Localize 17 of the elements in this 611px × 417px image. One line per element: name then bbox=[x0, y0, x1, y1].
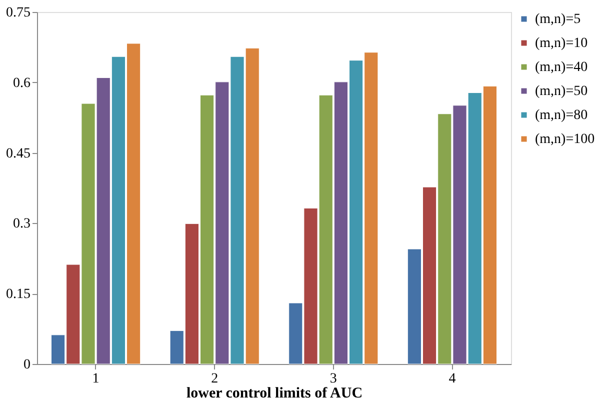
y-tick-label: 0.3 bbox=[13, 216, 30, 232]
y-tick-label: 0.75 bbox=[6, 6, 30, 20]
legend-label: (m,n)=5 bbox=[535, 12, 581, 27]
x-axis-title: lower control limits of AUC bbox=[186, 386, 363, 402]
legend-label: (m,n)=80 bbox=[535, 108, 588, 123]
x-tick-label: 2 bbox=[211, 372, 218, 386]
y-tick-label: 0.6 bbox=[13, 76, 30, 91]
legend-label: (m,n)=50 bbox=[535, 84, 588, 99]
y-tick-label: 0 bbox=[24, 358, 30, 372]
y-tick-label: 0.15 bbox=[6, 287, 30, 302]
x-tick-label: 1 bbox=[92, 372, 100, 386]
y-tick-label: 0.45 bbox=[6, 146, 30, 162]
legend-label: (m,n)=10 bbox=[535, 36, 588, 51]
x-tick-label: 3 bbox=[330, 372, 337, 386]
legend-label: (m,n)=100 bbox=[535, 132, 595, 147]
x-tick-label: 4 bbox=[448, 372, 456, 386]
legend-label: (m,n)=40 bbox=[535, 60, 588, 75]
